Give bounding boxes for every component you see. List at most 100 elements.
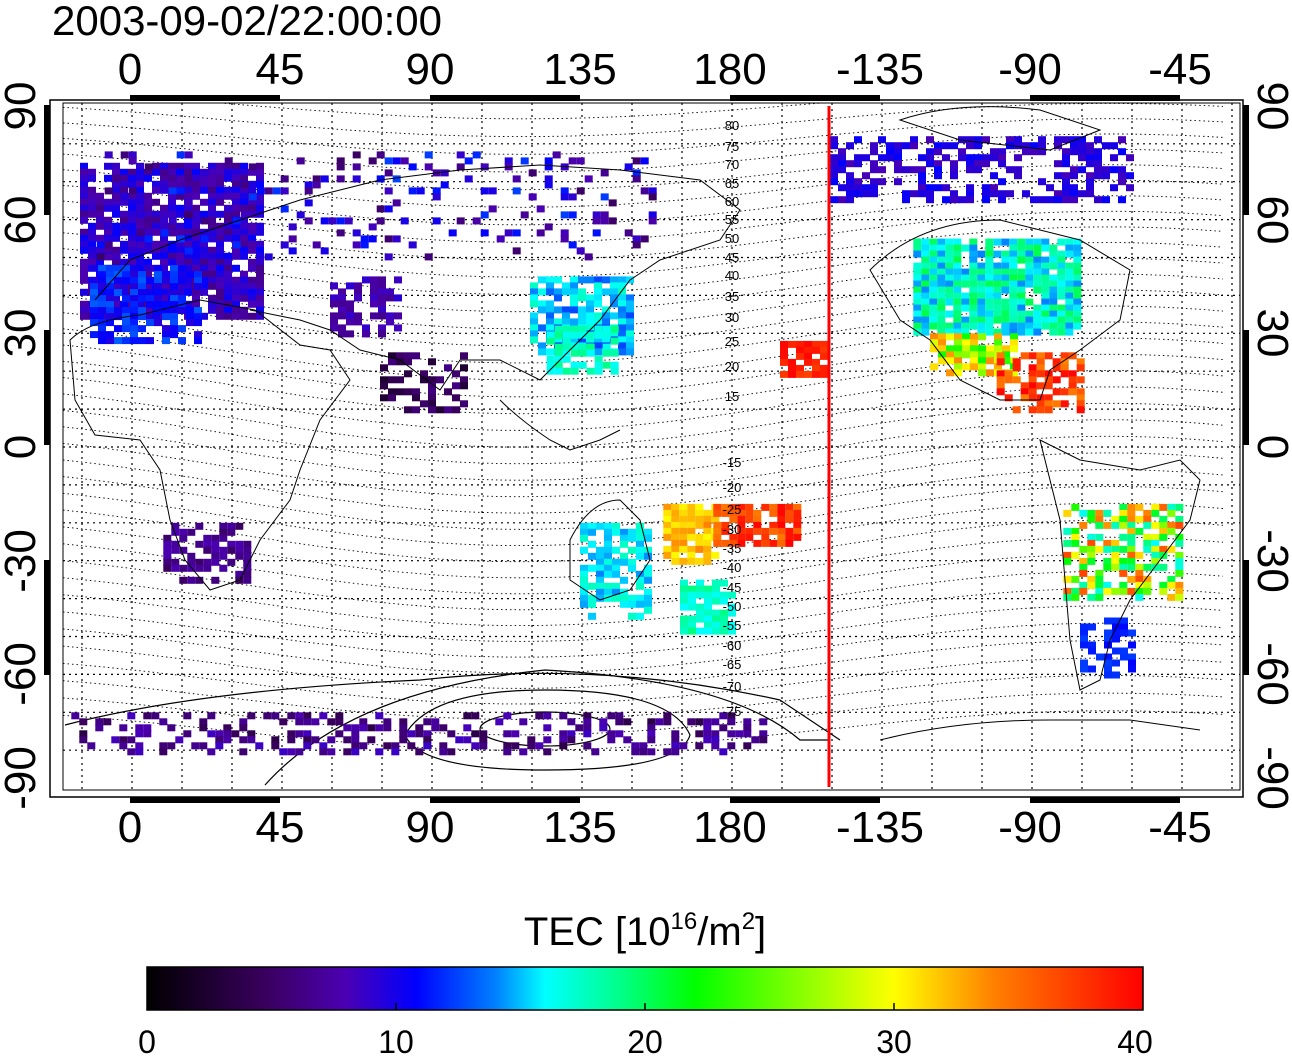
- tec-point: [170, 301, 178, 309]
- tec-point: [136, 211, 145, 219]
- tec-point: [396, 376, 404, 384]
- tec-point: [263, 712, 272, 720]
- tec-point: [219, 552, 228, 560]
- tec-point: [162, 337, 170, 345]
- tec-point: [938, 333, 946, 341]
- tec-point: [1126, 172, 1134, 180]
- tec-point: [295, 712, 304, 720]
- tec-point: [256, 198, 264, 206]
- tec-point: [416, 187, 425, 195]
- tec-point: [160, 162, 168, 170]
- tec-point: [921, 292, 930, 300]
- tec-point: [1159, 527, 1168, 535]
- tec-point: [785, 503, 794, 511]
- tec-point: [1167, 593, 1176, 601]
- tec-point: [1001, 262, 1010, 270]
- tec-point: [1028, 406, 1037, 414]
- tec-point: [138, 307, 146, 315]
- tec-point: [993, 280, 1002, 288]
- tec-point: [243, 576, 252, 584]
- tec-point: [1046, 184, 1054, 192]
- tec-point: [120, 258, 128, 266]
- tec-point: [216, 180, 224, 188]
- tec-point: [777, 527, 786, 535]
- tec-point: [1079, 569, 1088, 577]
- tec-point: [728, 591, 736, 599]
- tec-point: [737, 539, 746, 547]
- tec-point: [583, 712, 592, 720]
- tec-point: [648, 217, 657, 225]
- tec-point: [248, 258, 256, 266]
- tec-point: [327, 748, 336, 756]
- tec-point: [1062, 196, 1070, 204]
- lat-label: 0: [1248, 435, 1292, 459]
- tec-point: [680, 615, 688, 623]
- tec-point: [602, 349, 611, 357]
- tec-point: [179, 534, 188, 542]
- tec-point: [194, 331, 202, 339]
- tec-point: [1112, 671, 1120, 679]
- tec-point: [106, 295, 114, 303]
- tec-point: [248, 228, 256, 236]
- tec-point: [1054, 196, 1062, 204]
- tec-point: [838, 148, 846, 156]
- tec-point: [195, 540, 204, 548]
- tec-point: [256, 300, 264, 308]
- tec-point: [1052, 376, 1061, 384]
- tec-point: [745, 509, 754, 517]
- tec-point: [194, 313, 202, 321]
- tec-point: [530, 336, 538, 344]
- tec-point: [985, 262, 994, 270]
- tec-point: [1159, 521, 1168, 529]
- tec-point: [1049, 286, 1058, 294]
- tec-point: [195, 522, 204, 530]
- tec-point: [136, 162, 144, 170]
- tec-point: [562, 306, 570, 314]
- tec-point: [695, 533, 704, 541]
- tec-point: [1167, 509, 1176, 517]
- tec-point: [1041, 280, 1050, 288]
- tec-point: [610, 337, 619, 345]
- tec-point: [1025, 328, 1034, 336]
- tec-point: [248, 288, 256, 296]
- tec-point: [130, 295, 138, 303]
- tec-point: [1002, 345, 1010, 353]
- tec-point: [80, 270, 88, 278]
- tec-point: [1036, 358, 1045, 366]
- tec-point: [1054, 160, 1062, 168]
- tec-point: [680, 579, 688, 587]
- tec-point: [344, 217, 353, 225]
- tec-point: [162, 313, 170, 321]
- tec-point: [248, 204, 256, 212]
- tec-point: [721, 503, 730, 511]
- tec-point: [415, 730, 424, 738]
- tec-point: [953, 280, 962, 288]
- tec-point: [679, 515, 688, 523]
- tec-point: [400, 217, 409, 225]
- tec-point: [894, 154, 902, 162]
- tec-point: [335, 718, 344, 726]
- contour-label: 25: [725, 334, 739, 349]
- tec-point: [1119, 509, 1128, 517]
- tec-point: [424, 163, 433, 171]
- tec-point: [1014, 142, 1022, 150]
- tec-point: [942, 154, 950, 162]
- tec-point: [388, 376, 396, 384]
- tec-point: [130, 271, 138, 279]
- tec-point: [695, 521, 704, 529]
- tec-point: [240, 198, 248, 206]
- tec-point: [1063, 575, 1072, 583]
- colorbar-tick-label: 20: [627, 1024, 663, 1057]
- tec-point: [1135, 581, 1144, 589]
- lon-label: 180: [693, 803, 766, 852]
- tec-point: [384, 253, 393, 261]
- tec-point: [1086, 172, 1094, 180]
- tec-point: [351, 748, 360, 756]
- tec-point: [392, 157, 401, 165]
- tec-point: [921, 304, 930, 312]
- tec-point: [370, 294, 378, 302]
- tec-point: [80, 198, 88, 206]
- tec-point: [580, 534, 588, 542]
- tec-point: [80, 276, 88, 284]
- coastlines: [69, 106, 1201, 741]
